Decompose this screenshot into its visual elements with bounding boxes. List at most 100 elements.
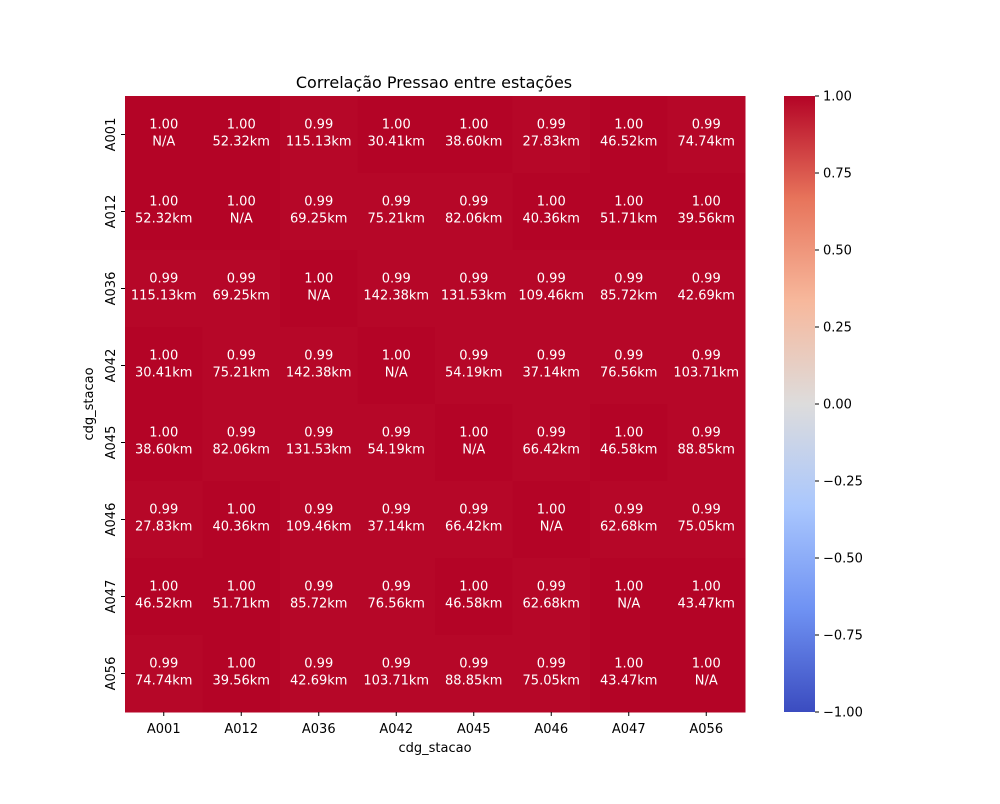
heatmap-cell bbox=[357, 404, 436, 482]
heatmap-cell bbox=[280, 96, 358, 174]
heatmap-cell bbox=[280, 481, 358, 559]
cell-labels: 1.00 N/A 1.00 52.32km 0.99 115.13km 1.00 30.41k… bbox=[131, 118, 739, 689]
cell-distance-label: 142.38km bbox=[363, 289, 429, 304]
cell-distance-label: 43.47km bbox=[678, 597, 735, 612]
cell-value-label: 1.00 bbox=[614, 580, 643, 595]
heatmap-cell bbox=[590, 96, 668, 174]
cell-value-label: 0.99 bbox=[382, 657, 411, 672]
cell-distance-label: 109.46km bbox=[518, 289, 584, 304]
cell-value-label: 0.99 bbox=[537, 426, 566, 441]
y-tick-label: A042 bbox=[104, 349, 119, 383]
cell-distance-label: 54.19km bbox=[445, 366, 502, 381]
heatmap-cell bbox=[435, 481, 513, 559]
cell-value-label: 0.99 bbox=[614, 349, 643, 364]
cell-value-label: 1.00 bbox=[304, 272, 333, 287]
cell-distance-label: N/A bbox=[462, 443, 485, 458]
heatmap-cell bbox=[512, 327, 591, 405]
cell-distance-label: 115.13km bbox=[286, 135, 352, 150]
cell-distance-label: 109.46km bbox=[286, 520, 352, 535]
y-tick-label: A056 bbox=[104, 657, 119, 691]
cell-distance-label: 75.05km bbox=[523, 674, 580, 689]
heatmap-cell bbox=[667, 250, 746, 328]
cell-distance-label: 76.56km bbox=[600, 366, 657, 381]
x-tick-label: A047 bbox=[612, 722, 646, 737]
y-tick-label: A012 bbox=[104, 195, 119, 229]
cell-value-label: 0.99 bbox=[227, 426, 256, 441]
cell-value-label: 1.00 bbox=[614, 426, 643, 441]
heatmap-cell bbox=[357, 173, 436, 251]
cell-distance-label: 74.74km bbox=[678, 135, 735, 150]
x-axis-label: cdg_stacao bbox=[398, 741, 471, 756]
cell-value-label: 0.99 bbox=[304, 503, 333, 518]
heatmap-cell bbox=[435, 173, 513, 251]
heatmap-cell bbox=[590, 327, 668, 405]
heatmap-cell bbox=[667, 327, 746, 405]
heatmap-cell bbox=[435, 250, 513, 328]
heatmap-cell bbox=[202, 481, 281, 559]
heatmap-cell bbox=[590, 635, 668, 713]
cell-distance-label: 69.25km bbox=[290, 212, 347, 227]
cell-value-label: 1.00 bbox=[459, 118, 488, 133]
cell-distance-label: 88.85km bbox=[678, 443, 735, 458]
heatmap-cell bbox=[357, 635, 436, 713]
cell-distance-label: 66.42km bbox=[445, 520, 502, 535]
cell-distance-label: 46.58km bbox=[445, 597, 502, 612]
cell-distance-label: N/A bbox=[385, 366, 408, 381]
x-tick-label: A045 bbox=[457, 722, 491, 737]
heatmap-cell bbox=[357, 96, 436, 174]
x-axis: A001 A012 A036 A042 A045 A046 A047 A056 bbox=[147, 712, 723, 737]
cell-value-label: 0.99 bbox=[149, 503, 178, 518]
heatmap-cell bbox=[667, 481, 746, 559]
cell-value-label: 0.99 bbox=[304, 118, 333, 133]
heatmap-cell bbox=[280, 558, 358, 636]
cell-distance-label: 75.21km bbox=[368, 212, 425, 227]
cell-distance-label: 38.60km bbox=[135, 443, 192, 458]
cell-distance-label: 30.41km bbox=[368, 135, 425, 150]
cell-distance-label: 85.72km bbox=[600, 289, 657, 304]
cell-distance-label: 131.53km bbox=[286, 443, 352, 458]
cell-distance-label: N/A bbox=[230, 212, 253, 227]
cell-value-label: 1.00 bbox=[692, 580, 721, 595]
cell-distance-label: 52.32km bbox=[213, 135, 270, 150]
heatmap-cell bbox=[667, 96, 746, 174]
cell-distance-label: 46.52km bbox=[135, 597, 192, 612]
cell-distance-label: 30.41km bbox=[135, 366, 192, 381]
cell-value-label: 0.99 bbox=[537, 657, 566, 672]
heatmap-cell bbox=[280, 250, 358, 328]
cell-distance-label: 62.68km bbox=[523, 597, 580, 612]
x-tick-label: A042 bbox=[379, 722, 413, 737]
cell-value-label: 0.99 bbox=[459, 349, 488, 364]
colorbar bbox=[784, 96, 815, 712]
cell-value-label: 0.99 bbox=[692, 426, 721, 441]
heatmap-cell bbox=[512, 558, 591, 636]
chart-title: Correlação Pressao entre estações bbox=[296, 73, 572, 92]
cell-value-label: 1.00 bbox=[227, 195, 256, 210]
cell-value-label: 1.00 bbox=[382, 349, 411, 364]
cell-value-label: 0.99 bbox=[537, 118, 566, 133]
heatmap-cell bbox=[435, 558, 513, 636]
x-tick-label: A056 bbox=[689, 722, 723, 737]
cell-value-label: 0.99 bbox=[382, 195, 411, 210]
cell-value-label: 1.00 bbox=[537, 195, 566, 210]
y-axis-label: cdg_stacao bbox=[82, 367, 97, 440]
heatmap-cell bbox=[125, 481, 203, 559]
cell-value-label: 0.99 bbox=[304, 426, 333, 441]
cell-distance-label: 27.83km bbox=[523, 135, 580, 150]
x-tick-label: A001 bbox=[147, 722, 181, 737]
cell-distance-label: 76.56km bbox=[368, 597, 425, 612]
cell-distance-label: 75.21km bbox=[213, 366, 270, 381]
heatmap-cell bbox=[435, 327, 513, 405]
x-tick-label: A046 bbox=[534, 722, 568, 737]
cell-value-label: 0.99 bbox=[382, 580, 411, 595]
cell-distance-label: 42.69km bbox=[290, 674, 347, 689]
x-tick-label: A012 bbox=[224, 722, 258, 737]
cell-distance-label: 88.85km bbox=[445, 674, 502, 689]
cell-distance-label: N/A bbox=[540, 520, 563, 535]
cell-value-label: 1.00 bbox=[149, 349, 178, 364]
cell-distance-label: 142.38km bbox=[286, 366, 352, 381]
cell-value-label: 0.99 bbox=[382, 272, 411, 287]
heatmap-cell bbox=[357, 481, 436, 559]
cell-distance-label: 27.83km bbox=[135, 520, 192, 535]
cell-distance-label: 39.56km bbox=[213, 674, 270, 689]
heatmap-cell bbox=[125, 173, 203, 251]
